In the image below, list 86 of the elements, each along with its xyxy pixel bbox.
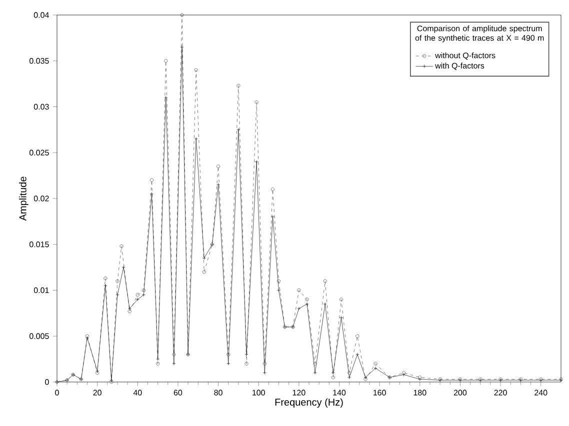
point bbox=[348, 371, 352, 375]
point bbox=[276, 279, 281, 283]
y-tick-label: 0.035 bbox=[29, 58, 49, 64]
y-tick-label: 0.015 bbox=[29, 242, 49, 248]
point bbox=[194, 68, 198, 72]
point bbox=[202, 256, 206, 260]
point bbox=[180, 45, 184, 49]
y-tick-label: 0.02 bbox=[34, 196, 49, 202]
point bbox=[331, 371, 335, 375]
point bbox=[172, 362, 176, 366]
point bbox=[339, 298, 344, 302]
point bbox=[122, 266, 126, 270]
point bbox=[270, 188, 275, 192]
x-tick-label: 160 bbox=[374, 390, 386, 396]
point bbox=[356, 352, 360, 356]
legend-label: without Q-factors bbox=[435, 52, 496, 60]
x-tick-label: 80 bbox=[214, 390, 222, 396]
point bbox=[331, 376, 335, 380]
point bbox=[104, 284, 108, 288]
point bbox=[156, 362, 160, 366]
x-tick-label: 0 bbox=[55, 390, 59, 396]
point bbox=[202, 270, 206, 274]
point bbox=[150, 192, 154, 196]
point bbox=[348, 376, 352, 380]
point bbox=[226, 352, 230, 356]
x-tick-label: 140 bbox=[333, 390, 346, 396]
point bbox=[136, 293, 140, 297]
y-tick-label: 0.01 bbox=[34, 287, 49, 294]
point bbox=[323, 302, 327, 306]
point bbox=[226, 362, 230, 366]
point bbox=[216, 182, 220, 187]
point bbox=[270, 215, 275, 219]
point bbox=[150, 178, 154, 182]
y-axis-title: Amplitude bbox=[18, 176, 28, 221]
point bbox=[116, 279, 120, 283]
point bbox=[244, 362, 248, 366]
point bbox=[305, 298, 309, 302]
point bbox=[305, 302, 309, 306]
y-tick-label: 0.025 bbox=[29, 150, 49, 156]
point bbox=[374, 362, 378, 366]
point bbox=[116, 293, 120, 297]
point bbox=[339, 316, 344, 320]
point bbox=[313, 362, 317, 366]
point bbox=[374, 366, 378, 370]
point bbox=[164, 96, 168, 100]
point bbox=[262, 362, 266, 366]
point bbox=[194, 137, 198, 141]
point bbox=[142, 293, 146, 297]
point bbox=[313, 371, 317, 375]
point bbox=[172, 352, 176, 356]
x-tick-label: 240 bbox=[534, 390, 548, 396]
x-tick-label: 100 bbox=[252, 390, 265, 396]
x-tick-label: 200 bbox=[454, 390, 467, 396]
point bbox=[323, 279, 327, 283]
point bbox=[356, 334, 360, 338]
x-tick-label: 120 bbox=[292, 390, 306, 396]
point bbox=[254, 100, 258, 104]
point bbox=[104, 276, 108, 280]
point bbox=[128, 310, 132, 314]
point bbox=[120, 244, 124, 248]
point bbox=[236, 84, 240, 88]
x-tick-label: 40 bbox=[133, 390, 142, 396]
point bbox=[142, 288, 146, 292]
y-tick-label: 0.005 bbox=[29, 333, 49, 339]
y-tick-label: 0.04 bbox=[34, 12, 49, 18]
point bbox=[216, 164, 220, 168]
point bbox=[297, 306, 301, 310]
legend-title: Comparison of amplitude spectrum of the synthetic traces at X = 490 m bbox=[415, 25, 544, 42]
point bbox=[236, 128, 240, 132]
x-axis-title: Frequency (Hz) bbox=[275, 398, 343, 408]
legend-label: with Q-factors bbox=[435, 62, 484, 70]
point bbox=[262, 371, 266, 375]
point bbox=[297, 288, 301, 292]
x-tick-label: 180 bbox=[414, 390, 426, 396]
y-tick-label: 0 bbox=[45, 379, 49, 385]
point bbox=[136, 298, 140, 302]
point bbox=[180, 13, 184, 17]
x-tick-label: 60 bbox=[174, 390, 182, 396]
y-tick-label: 0.03 bbox=[34, 104, 49, 110]
point bbox=[128, 306, 132, 310]
point bbox=[164, 59, 168, 63]
x-tick-label: 20 bbox=[93, 390, 102, 396]
point bbox=[244, 352, 248, 356]
point bbox=[156, 357, 160, 361]
x-tick-label: 220 bbox=[494, 390, 507, 396]
point bbox=[254, 160, 258, 164]
